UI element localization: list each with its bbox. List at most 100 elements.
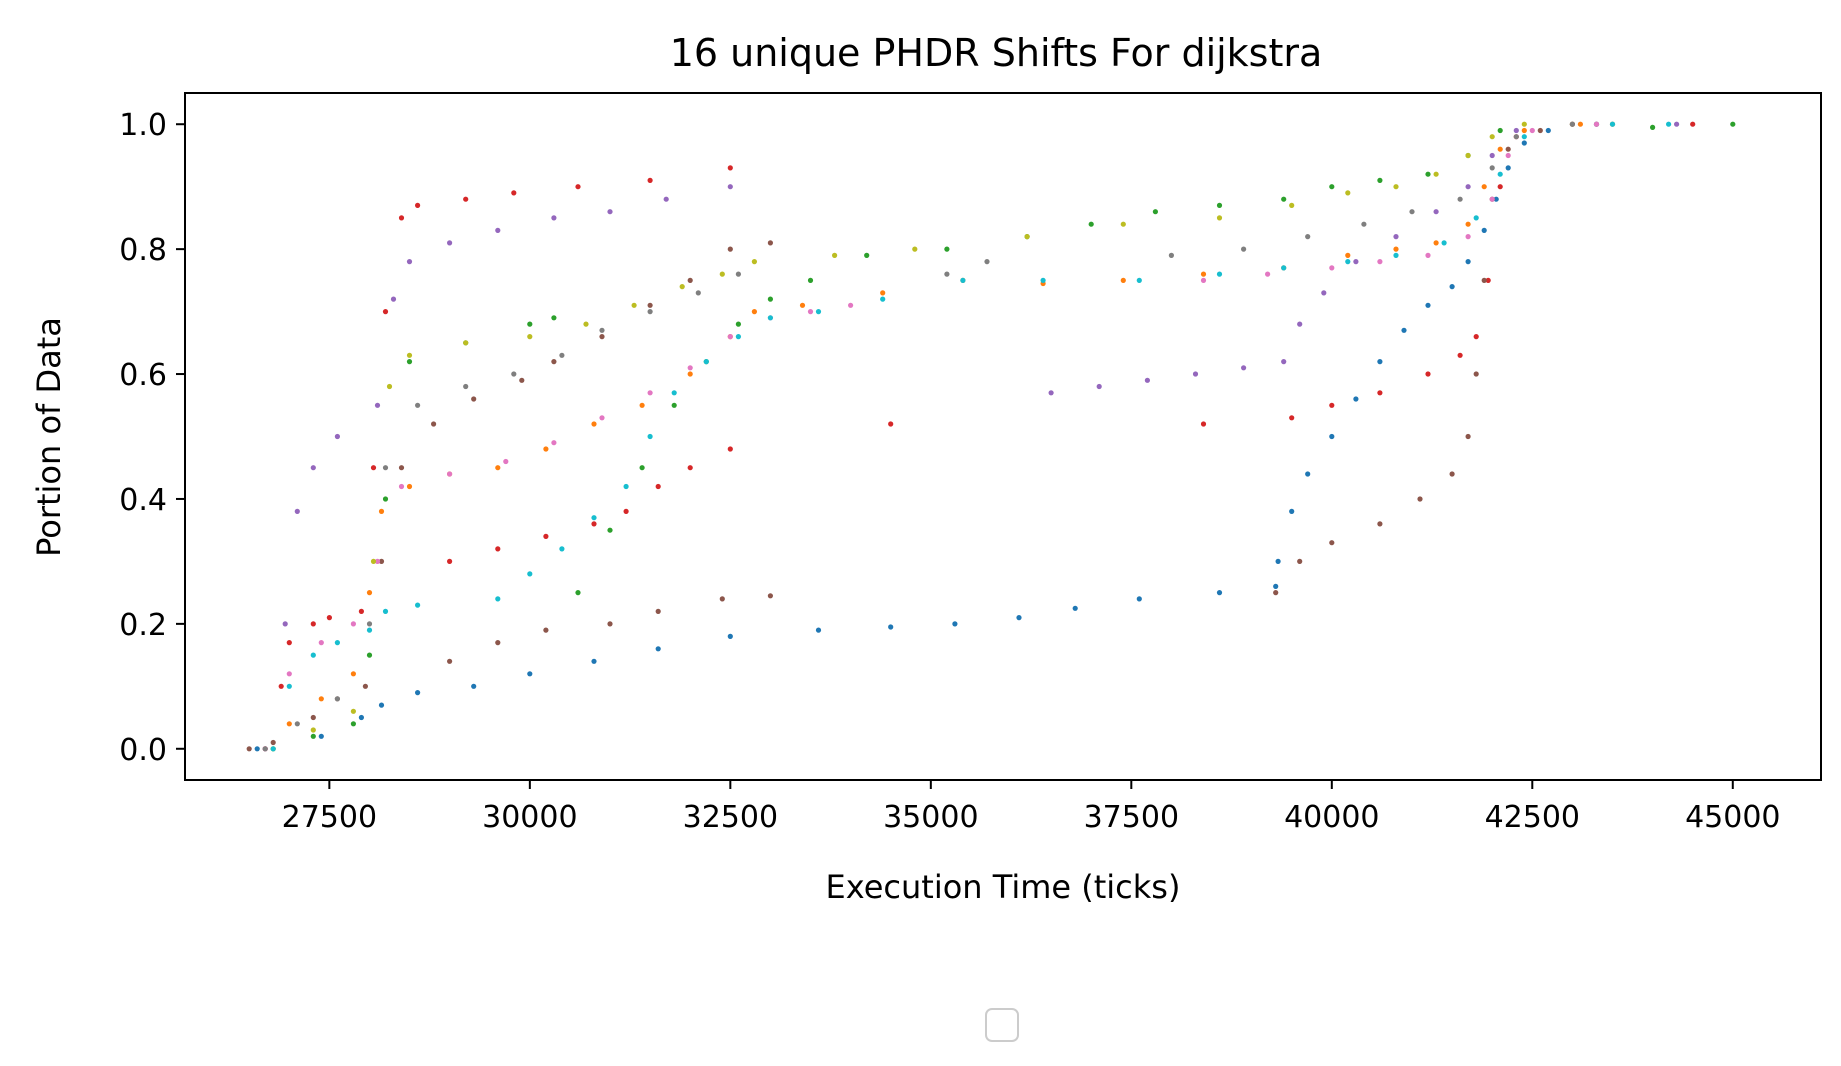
data-point <box>1489 152 1495 159</box>
data-point <box>294 721 300 727</box>
data-point <box>1329 265 1335 271</box>
data-point <box>1577 121 1583 127</box>
data-point <box>727 633 733 640</box>
data-point <box>551 315 557 321</box>
data-point <box>471 396 477 402</box>
data-point <box>1505 152 1511 159</box>
y-tick-label: 0.2 <box>119 608 167 643</box>
data-point <box>1200 277 1207 283</box>
data-point <box>246 746 252 752</box>
data-point <box>1465 152 1471 159</box>
data-point <box>1497 127 1503 134</box>
data-point <box>767 593 774 599</box>
series-8 <box>262 121 1575 752</box>
data-point <box>310 714 316 721</box>
data-point <box>415 402 421 408</box>
data-point <box>447 471 453 477</box>
data-point <box>495 465 501 471</box>
data-point <box>374 558 381 565</box>
data-point <box>286 671 292 677</box>
data-point <box>1152 209 1158 215</box>
data-point <box>334 696 340 702</box>
data-point <box>719 271 725 277</box>
legend-box <box>985 1008 1019 1042</box>
data-point <box>1489 165 1495 171</box>
series-2 <box>262 121 1583 752</box>
data-point <box>310 733 316 739</box>
data-point <box>832 252 838 258</box>
data-point <box>591 658 597 664</box>
data-point <box>767 315 774 321</box>
data-point <box>503 458 509 465</box>
data-point <box>984 259 990 265</box>
x-axis: 27500 30000 32500 35000 37500 40000 42500 45000 <box>282 780 1781 835</box>
data-point <box>1321 290 1327 296</box>
data-point <box>751 259 758 265</box>
data-point <box>447 240 453 246</box>
data-point <box>495 227 501 233</box>
data-point <box>1265 271 1271 277</box>
series-6 <box>246 121 1600 752</box>
data-point <box>1275 558 1281 565</box>
data-point <box>1377 521 1383 527</box>
data-point <box>1353 259 1359 265</box>
data-point <box>1048 390 1054 396</box>
data-point <box>647 309 653 315</box>
data-point <box>767 240 774 246</box>
data-point <box>1136 277 1142 283</box>
data-point <box>310 727 316 733</box>
series-7 <box>262 121 1600 752</box>
data-point <box>1497 146 1503 152</box>
data-point <box>1449 284 1455 290</box>
data-point <box>270 739 276 746</box>
data-point <box>1465 433 1471 440</box>
data-point <box>415 602 421 608</box>
data-point <box>543 446 549 452</box>
x-tick-label: 27500 <box>282 800 377 835</box>
x-axis-label: Execution Time (ticks) <box>826 868 1181 906</box>
data-point <box>607 527 613 533</box>
data-point <box>1473 215 1479 221</box>
data-point <box>382 608 389 615</box>
data-point <box>334 433 340 440</box>
data-point <box>599 415 605 421</box>
data-point <box>447 658 453 664</box>
data-point <box>1497 184 1503 190</box>
data-point <box>415 202 421 208</box>
data-point <box>671 390 677 396</box>
data-point <box>575 590 581 596</box>
data-point <box>888 624 894 630</box>
data-point <box>1273 590 1279 596</box>
data-point <box>687 465 693 471</box>
data-point <box>647 433 653 440</box>
data-point <box>1473 371 1479 377</box>
data-point <box>735 321 742 327</box>
data-point <box>623 483 629 490</box>
data-points <box>246 121 1736 752</box>
data-point <box>495 640 501 646</box>
data-point <box>495 546 501 552</box>
data-point <box>864 252 870 258</box>
data-point <box>463 383 469 390</box>
data-point <box>527 334 533 340</box>
data-point <box>1425 302 1431 308</box>
data-point <box>278 683 284 689</box>
data-point <box>1521 121 1527 127</box>
data-point <box>1425 252 1431 258</box>
data-point <box>703 359 709 365</box>
data-point <box>1168 252 1174 258</box>
data-point <box>687 371 693 377</box>
x-tick-label: 32500 <box>683 800 778 835</box>
data-point <box>378 702 385 708</box>
data-point <box>1690 121 1696 127</box>
data-point <box>1465 221 1471 227</box>
data-point <box>1666 121 1672 127</box>
data-point <box>1216 215 1223 221</box>
data-point <box>1297 321 1303 327</box>
chart-title: 16 unique PHDR Shifts For dijkstra <box>670 31 1323 75</box>
data-point <box>358 608 364 615</box>
data-point <box>559 546 565 552</box>
data-point <box>1393 246 1399 252</box>
data-point <box>262 746 268 752</box>
x-tick-label: 37500 <box>1084 800 1179 835</box>
